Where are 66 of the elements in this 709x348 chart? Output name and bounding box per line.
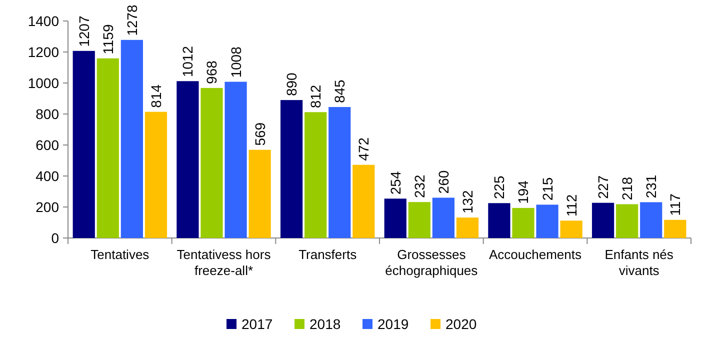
bar — [328, 107, 351, 238]
bar — [456, 218, 479, 238]
bar — [432, 198, 454, 238]
x-tick-label: Grossesses échographiques — [385, 247, 478, 278]
bar — [640, 202, 662, 238]
bar — [96, 58, 119, 238]
bar — [248, 150, 271, 238]
data-label: 890 — [284, 72, 300, 96]
legend-label: 2018 — [310, 316, 341, 332]
data-label: 812 — [308, 84, 324, 108]
x-tick-label: Enfants nés vivants — [604, 247, 674, 278]
data-label: 215 — [539, 177, 556, 201]
bar — [176, 81, 199, 238]
y-tick-label: 800 — [36, 106, 60, 122]
data-label: 1012 — [180, 46, 196, 78]
bar — [72, 50, 95, 238]
data-label: 569 — [252, 122, 268, 146]
data-label: 112 — [563, 194, 580, 217]
bar — [488, 203, 510, 238]
data-label: 218 — [619, 176, 636, 200]
data-label: 968 — [204, 60, 220, 84]
bar — [560, 220, 582, 238]
y-tick-label: 1000 — [28, 74, 60, 91]
bar — [144, 112, 168, 238]
data-label: 472 — [356, 137, 372, 161]
data-label: 1278 — [124, 4, 140, 36]
legend-label: 2020 — [446, 316, 477, 332]
bar — [384, 198, 406, 238]
bar — [304, 112, 327, 238]
y-tick-label: 0 — [51, 230, 60, 246]
data-label: 117 — [667, 193, 684, 216]
bar — [224, 82, 247, 238]
legend-label: 2019 — [378, 316, 409, 332]
data-label: 1159 — [100, 24, 116, 54]
bar — [616, 204, 638, 238]
bar — [352, 164, 375, 238]
x-tick-label: Accouchements — [489, 247, 582, 262]
bar — [592, 202, 614, 238]
bar — [200, 88, 223, 238]
x-tick-label: Tentativess hors freeze-all* — [176, 247, 272, 278]
data-label: 814 — [148, 84, 164, 108]
x-tick-label: Tentatives — [90, 247, 150, 262]
y-tick-label: 200 — [36, 198, 60, 215]
data-label: 132 — [459, 190, 476, 214]
y-tick-label: 600 — [36, 136, 60, 153]
data-label: 194 — [515, 180, 532, 204]
y-tick-label: 1200 — [28, 44, 60, 60]
data-label: 254 — [387, 171, 404, 195]
data-label: 1207 — [76, 16, 92, 47]
data-label: 1008 — [228, 46, 244, 78]
legend-label: 2017 — [242, 316, 273, 332]
y-tick-label: 400 — [36, 168, 60, 184]
bar — [512, 208, 534, 238]
x-tick-label: Transferts — [298, 247, 358, 262]
data-label: 260 — [435, 170, 452, 194]
data-label: 845 — [332, 79, 348, 104]
data-label: 232 — [411, 174, 428, 198]
bar — [408, 202, 430, 238]
bar — [536, 204, 558, 238]
data-label: 227 — [595, 175, 612, 199]
bar — [664, 220, 686, 238]
bar — [280, 100, 303, 238]
y-tick-label: 1400 — [28, 12, 60, 29]
data-label: 231 — [643, 174, 660, 198]
data-label: 225 — [491, 176, 508, 200]
bar — [120, 40, 143, 238]
